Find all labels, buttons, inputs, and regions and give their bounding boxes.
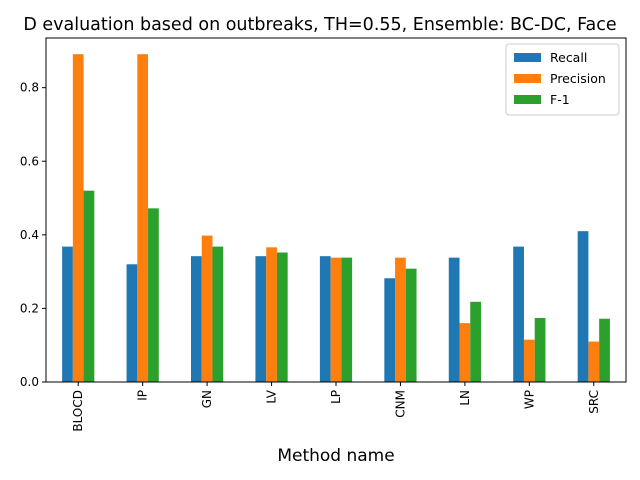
bar-f-1-lv (276, 252, 288, 382)
bar-precision-ip (137, 54, 149, 382)
x-axis: BLOCD IP GN LV LP CNM LN WP SRC (71, 382, 601, 432)
legend-label: F-1 (550, 92, 570, 107)
y-tick-label: 0.8 (20, 81, 39, 95)
bar-recall-src (577, 231, 589, 382)
chart-title: D evaluation based on outbreaks, TH=0.55… (23, 15, 616, 35)
bar-precision-cnm (395, 257, 406, 382)
bar-recall-cnm (384, 278, 396, 382)
bar-recall-wp (513, 246, 524, 382)
bar-f-1-src (599, 318, 610, 382)
y-tick-label: 0.6 (20, 154, 39, 168)
x-tick-label: LP (329, 390, 343, 404)
legend: Recall Precision F-1 (505, 43, 620, 116)
legend-swatch (514, 95, 541, 104)
x-tick-label: CNM (393, 390, 407, 418)
y-axis: 0.0 0.2 0.4 0.6 0.8 (20, 81, 46, 389)
bar-precision-lp (330, 257, 342, 382)
bars-group (62, 54, 610, 382)
bar-f-1-ln (470, 301, 481, 382)
x-tick-label: GN (200, 390, 214, 408)
bar-recall-ip (126, 264, 138, 382)
bar-recall-gn (191, 256, 202, 382)
x-axis-label: Method name (277, 446, 394, 466)
bar-recall-lp (319, 256, 331, 382)
bar-precision-gn (201, 235, 213, 382)
y-tick-label: 0.0 (20, 375, 39, 389)
y-tick-label: 0.4 (20, 228, 39, 242)
x-tick-label: WP (522, 390, 536, 409)
x-tick-label: LV (265, 389, 279, 403)
legend-swatch (514, 53, 541, 62)
bar-precision-lv (266, 247, 277, 382)
bar-f-1-ip (148, 208, 159, 382)
y-tick-label: 0.2 (20, 301, 39, 315)
x-tick-label: IP (136, 390, 150, 401)
legend-swatch (514, 74, 541, 83)
bar-precision-wp (523, 339, 535, 382)
bar-f-1-gn (212, 246, 224, 382)
bar-recall-ln (448, 257, 460, 382)
x-tick-label: BLOCD (71, 390, 85, 432)
bar-recall-lv (255, 256, 267, 382)
bar-f-1-lp (341, 257, 353, 382)
x-tick-label: SRC (587, 390, 601, 414)
bar-f-1-wp (534, 317, 546, 382)
bar-recall-blocd (62, 246, 73, 382)
bar-precision-src (588, 341, 600, 382)
bar-f-1-cnm (405, 268, 417, 382)
bar-precision-ln (459, 323, 471, 382)
legend-label: Recall (550, 50, 587, 65)
bar-precision-blocd (72, 54, 84, 382)
x-tick-label: LN (458, 390, 472, 406)
legend-label: Precision (550, 71, 606, 86)
bar-f-1-blocd (83, 190, 95, 382)
